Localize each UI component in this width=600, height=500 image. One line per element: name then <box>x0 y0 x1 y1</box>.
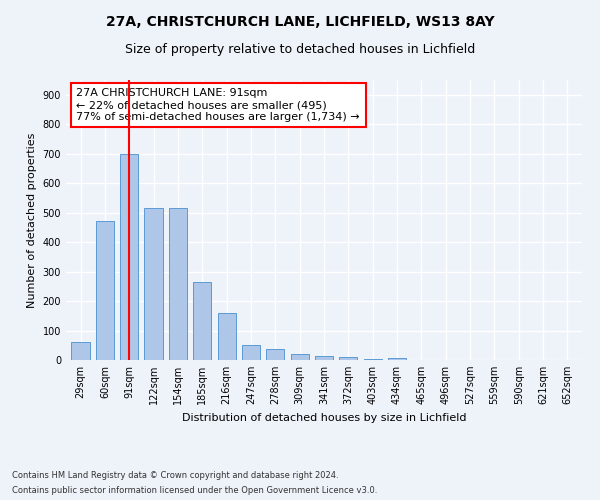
Y-axis label: Number of detached properties: Number of detached properties <box>27 132 37 308</box>
Bar <box>193 282 211 360</box>
Bar <box>218 313 236 360</box>
Bar <box>120 154 139 360</box>
Text: Contains HM Land Registry data © Crown copyright and database right 2024.: Contains HM Land Registry data © Crown c… <box>12 471 338 480</box>
Bar <box>266 349 284 360</box>
Text: 27A CHRISTCHURCH LANE: 91sqm
← 22% of detached houses are smaller (495)
77% of s: 27A CHRISTCHURCH LANE: 91sqm ← 22% of de… <box>76 88 360 122</box>
Bar <box>315 356 333 360</box>
Text: Size of property relative to detached houses in Lichfield: Size of property relative to detached ho… <box>125 42 475 56</box>
Text: Contains public sector information licensed under the Open Government Licence v3: Contains public sector information licen… <box>12 486 377 495</box>
Bar <box>364 358 382 360</box>
Bar <box>290 354 309 360</box>
Bar <box>71 342 90 360</box>
X-axis label: Distribution of detached houses by size in Lichfield: Distribution of detached houses by size … <box>182 412 466 422</box>
Bar <box>145 208 163 360</box>
Bar <box>96 222 114 360</box>
Bar <box>242 346 260 360</box>
Text: 27A, CHRISTCHURCH LANE, LICHFIELD, WS13 8AY: 27A, CHRISTCHURCH LANE, LICHFIELD, WS13 … <box>106 15 494 29</box>
Bar <box>169 208 187 360</box>
Bar <box>388 358 406 360</box>
Bar <box>339 357 358 360</box>
